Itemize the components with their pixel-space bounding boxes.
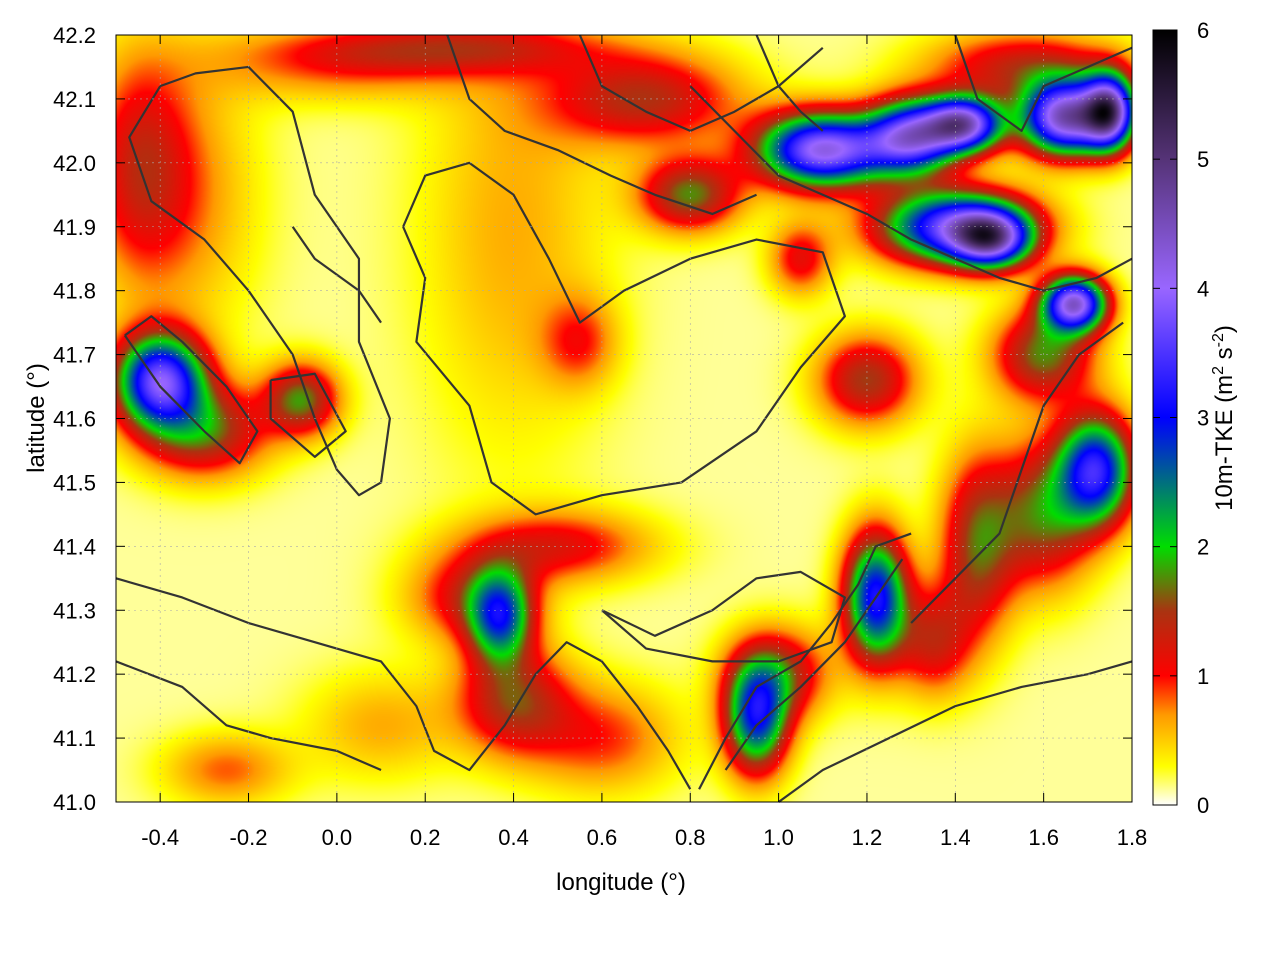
colorbar-tick-label: 3 [1197,406,1209,431]
y-tick-label: 41.1 [53,726,96,751]
y-tick-label: 41.8 [53,279,96,304]
contour-line [689,85,1133,292]
colorbar-label: 10m-TKE (m2 s-2) [1210,325,1238,511]
colorbar-tick-label: 4 [1197,276,1209,301]
y-tick-label: 41.4 [53,534,96,559]
y-tick-label: 41.3 [53,598,96,623]
contour-line [777,660,1133,803]
y-tick-label: 42.0 [53,151,96,176]
x-axis-ticks: -0.4 -0.2 0.0 0.2 0.4 0.6 0.8 1.0 1.2 1.4 1.6 1.8 [141,35,1147,850]
y-tick-label: 42.2 [53,23,96,48]
x-tick-label: 1.6 [1028,825,1059,850]
colorbar-tick-label: 6 [1197,18,1209,43]
grid-lines [116,34,1133,803]
x-tick-label: 0.0 [322,825,353,850]
contour-line [269,372,347,458]
x-tick-label: -0.2 [230,825,268,850]
y-tick-label: 41.9 [53,215,96,240]
contour-line [910,321,1124,624]
contour-line [698,532,912,790]
x-axis-label: longitude (°) [556,869,686,896]
colorbar-tick-label: 2 [1197,535,1209,560]
x-tick-label: 1.2 [852,825,883,850]
contour-line [115,577,692,790]
y-tick-label: 42.1 [53,87,96,112]
colorbar-tick-label: 0 [1197,793,1209,818]
contour-line [954,34,1133,132]
x-tick-label: -0.4 [141,825,179,850]
y-tick-label: 41.2 [53,662,96,687]
contour-line [291,226,382,324]
x-tick-label: 0.2 [410,825,441,850]
x-tick-label: 0.8 [675,825,706,850]
contour-line [128,65,391,497]
y-tick-label: 41.6 [53,407,96,432]
contour-line [724,558,904,771]
y-axis-label: latitude (°) [23,363,50,473]
y-axis-ticks: 41.0 41.1 41.2 41.3 41.4 41.5 41.6 41.7 41.8 41.9… [53,23,1132,815]
x-tick-label: 1.0 [763,825,794,850]
y-tick-label: 41.5 [53,470,96,495]
colorbar-ticks: 0 1 2 3 4 5 6 [1153,18,1209,818]
colorbar-tick-label: 1 [1197,664,1209,689]
heatmap-plot-area [116,35,1132,802]
y-tick-label: 41.7 [53,343,96,368]
x-tick-label: 0.4 [498,825,529,850]
x-tick-label: 1.4 [940,825,971,850]
colorbar-tick-label: 5 [1197,147,1209,172]
x-tick-label: 1.8 [1117,825,1148,850]
y-tick-label: 41.0 [53,790,96,815]
contour-line [402,161,846,516]
contour-line [123,315,259,465]
contour-line [601,570,846,663]
x-tick-label: 0.6 [587,825,618,850]
heatmap-image [116,35,1132,802]
